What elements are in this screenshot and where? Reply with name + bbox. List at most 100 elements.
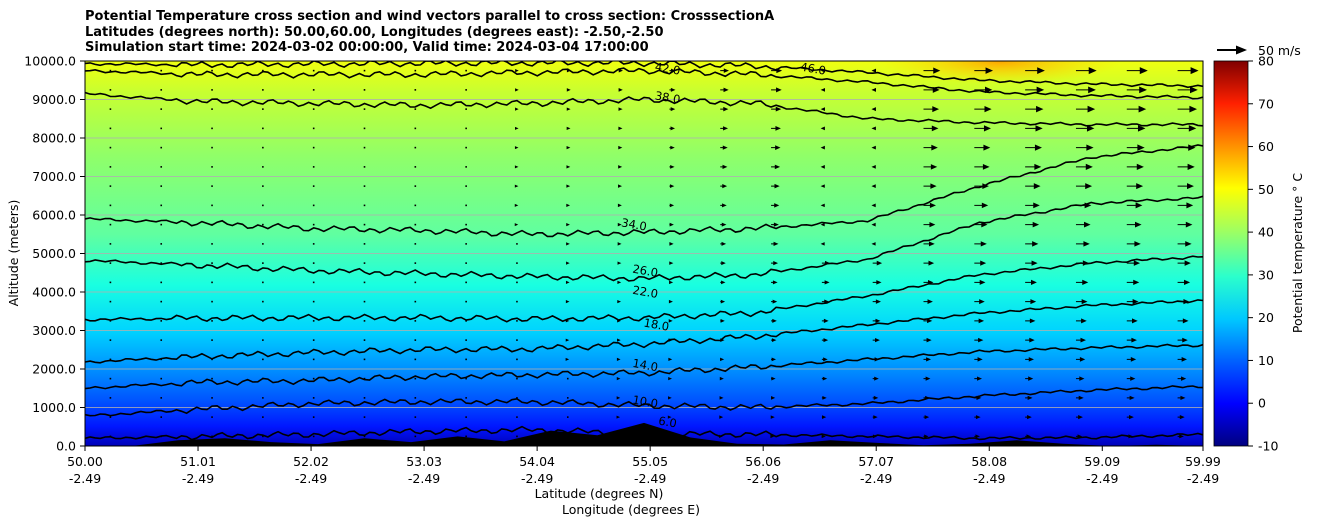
wind-vector-head <box>1137 144 1145 151</box>
wind-vector-203 <box>363 262 366 264</box>
wind-vector-325 <box>974 163 990 170</box>
wind-vector-70 <box>312 377 315 380</box>
wind-vector-head <box>1129 415 1134 420</box>
wind-vector-head <box>719 396 724 400</box>
wind-vector-48 <box>312 397 315 399</box>
wind-vector-head <box>1139 67 1148 75</box>
wind-vector-353 <box>160 127 163 130</box>
wind-vector-436 <box>1025 67 1045 75</box>
wind-vector-176 <box>109 281 112 284</box>
wind-vector-61 <box>974 395 982 400</box>
wind-vector-head <box>820 107 825 112</box>
wind-vector-head <box>871 184 876 188</box>
wind-vector-75 <box>566 377 569 380</box>
wind-vector-15 <box>872 434 878 439</box>
wind-vector-96 <box>516 358 518 361</box>
wind-vector-head <box>932 106 940 113</box>
wind-vector-363 <box>669 126 675 131</box>
wind-vector-head <box>618 68 623 73</box>
wind-vector-head <box>1029 337 1035 343</box>
wind-vector-86 <box>1126 376 1136 381</box>
wind-vector-194 <box>1025 279 1037 285</box>
wind-vector-head <box>975 434 980 439</box>
wind-vector-head <box>720 357 725 362</box>
wind-vector-head <box>566 165 571 169</box>
wind-vector-360 <box>514 126 519 130</box>
wind-vector-163 <box>565 300 570 304</box>
wind-vector-199 <box>160 262 163 264</box>
wind-vector-head <box>871 87 876 92</box>
x-tick-lat-9: 59.09 <box>1084 454 1120 469</box>
wind-vector-98 <box>616 357 621 361</box>
wind-vector-272 <box>514 203 519 207</box>
wind-vector-head <box>514 223 519 227</box>
wind-vector-402 <box>414 89 417 91</box>
wind-vector-head <box>618 126 623 131</box>
wind-vector-40 <box>1025 415 1032 420</box>
wind-vector-160 <box>414 300 417 303</box>
wind-vector-head <box>515 107 519 111</box>
wind-vector-head <box>722 145 728 150</box>
wind-vector-31 <box>566 416 569 418</box>
wind-vector-72 <box>414 377 417 380</box>
wind-vector-135 <box>262 320 264 322</box>
wind-vector-36 <box>821 415 827 419</box>
wind-vector-322 <box>820 165 825 169</box>
wind-vector-122 <box>720 338 725 342</box>
wind-vector-head <box>1030 299 1037 305</box>
wind-vector-head <box>981 221 988 228</box>
wind-vector-423 <box>363 69 366 72</box>
wind-vector-301 <box>871 184 876 188</box>
wind-vector-263 <box>1177 221 1193 228</box>
wind-vector-head <box>1132 318 1138 324</box>
wind-vector-164 <box>617 299 622 304</box>
wind-vector-137 <box>363 320 366 322</box>
title-line-1: Potential Temperature cross section and … <box>85 9 775 24</box>
wind-vector-364 <box>720 126 729 131</box>
wind-vector-268 <box>312 204 315 207</box>
wind-vector-head <box>617 222 622 227</box>
x-tick-lon-3: -2.49 <box>408 471 440 486</box>
wind-vector-head <box>1180 395 1186 401</box>
wind-vector-224 <box>312 243 315 245</box>
contour-line-8 <box>85 67 1203 100</box>
wind-vector-273 <box>566 203 571 208</box>
wind-vector-head <box>1028 357 1034 362</box>
wind-vector-head <box>771 396 776 400</box>
wind-vector-232 <box>720 241 727 246</box>
wind-vector-155 <box>160 300 163 303</box>
wind-vector-235 <box>871 242 876 246</box>
wind-vector-111 <box>160 339 163 341</box>
wind-vector-head <box>616 377 621 381</box>
wind-vector-head <box>775 145 781 150</box>
contour-label-0: 6.0 <box>657 414 677 431</box>
wind-vector-head <box>668 376 672 381</box>
wind-vector-269 <box>363 204 366 207</box>
wind-vector-head <box>772 299 778 304</box>
wind-vector-418 <box>109 69 112 72</box>
wind-vector-386 <box>720 106 729 112</box>
wind-vector-222 <box>211 243 213 245</box>
wind-vector-head <box>566 203 571 208</box>
x-tick-lon-8: -2.49 <box>973 471 1005 486</box>
wind-vector-206 <box>516 262 518 264</box>
wind-vector-head <box>822 395 827 400</box>
wind-vector-head <box>822 415 827 419</box>
wind-vector-236 <box>923 241 935 247</box>
wind-vector-44 <box>109 397 112 399</box>
wind-vector-62 <box>1025 395 1033 401</box>
wind-vector-head <box>1133 279 1140 286</box>
plot-area: 6.010.014.018.022.026.034.038.042.0 46.0 <box>85 61 1203 446</box>
wind-vector-114 <box>312 339 315 341</box>
wind-vector-head <box>1033 183 1041 190</box>
wind-vector-head <box>670 126 675 131</box>
wind-vector-382 <box>515 107 519 111</box>
wind-vector-head <box>770 434 775 439</box>
wind-vector-191 <box>872 280 882 285</box>
wind-vector-404 <box>515 88 519 92</box>
wind-vector-323 <box>871 164 876 169</box>
wind-vector-head <box>669 280 674 285</box>
wind-vector-head <box>874 357 880 362</box>
wind-vector-head <box>871 126 876 131</box>
wind-vector-115 <box>363 339 366 341</box>
